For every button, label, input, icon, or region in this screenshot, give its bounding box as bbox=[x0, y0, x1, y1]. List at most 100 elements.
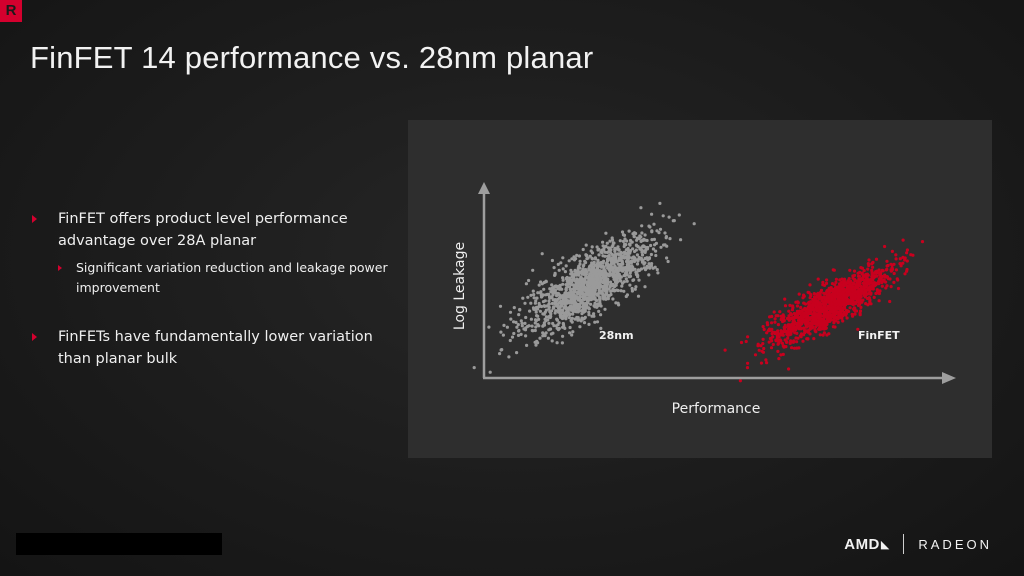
scatter-point-28nm bbox=[640, 250, 644, 254]
scatter-point-28nm bbox=[581, 264, 585, 268]
scatter-point-finfet bbox=[826, 310, 830, 314]
scatter-point-28nm bbox=[525, 343, 529, 347]
scatter-point-28nm bbox=[657, 231, 661, 235]
scatter-point-28nm bbox=[612, 253, 616, 257]
scatter-point-28nm bbox=[587, 313, 591, 317]
scatter-point-finfet bbox=[848, 306, 852, 310]
scatter-point-finfet bbox=[805, 307, 809, 311]
scatter-point-28nm bbox=[539, 280, 543, 284]
scatter-point-28nm bbox=[589, 263, 593, 267]
y-axis-arrow-icon bbox=[478, 182, 490, 194]
scatter-point-finfet bbox=[787, 314, 791, 318]
scatter-point-28nm bbox=[592, 314, 596, 318]
scatter-point-finfet bbox=[851, 295, 855, 299]
scatter-point-28nm bbox=[564, 276, 568, 281]
scatter-point-28nm bbox=[532, 296, 536, 300]
scatter-point-28nm bbox=[560, 287, 564, 291]
scatter-point-28nm bbox=[542, 287, 546, 291]
bullet-item: FinFETs have fundamentally lower variati… bbox=[32, 326, 392, 370]
scatter-point-finfet bbox=[871, 265, 875, 269]
scatter-point-28nm bbox=[647, 273, 651, 277]
scatter-point-28nm bbox=[605, 241, 609, 245]
scatter-point-28nm bbox=[571, 283, 575, 287]
scatter-point-28nm bbox=[524, 282, 528, 286]
scatter-point-28nm bbox=[610, 261, 614, 265]
scatter-point-28nm bbox=[602, 245, 606, 249]
scatter-point-finfet bbox=[799, 305, 803, 310]
scatter-point-28nm bbox=[619, 289, 623, 293]
scatter-point-28nm bbox=[591, 288, 595, 292]
scatter-point-28nm bbox=[516, 333, 521, 337]
scatter-point-28nm bbox=[561, 278, 565, 282]
scatter-point-28nm bbox=[547, 299, 551, 303]
sub-bullet-text: Significant variation reduction and leak… bbox=[76, 260, 388, 295]
scatter-point-28nm bbox=[597, 247, 601, 251]
scatter-point-finfet bbox=[854, 294, 858, 298]
scatter-point-finfet bbox=[803, 302, 808, 306]
scatter-point-finfet bbox=[822, 304, 826, 309]
scatter-point-finfet bbox=[812, 295, 817, 299]
scatter-point-28nm bbox=[557, 268, 561, 272]
scatter-point-finfet bbox=[822, 295, 826, 299]
scatter-point-28nm bbox=[622, 289, 626, 293]
x-axis-label: Performance bbox=[672, 401, 761, 417]
scatter-point-28nm bbox=[647, 256, 652, 260]
page-title: FinFET 14 performance vs. 28nm planar bbox=[30, 40, 594, 75]
scatter-point-finfet bbox=[797, 292, 801, 296]
scatter-point-28nm bbox=[568, 331, 572, 335]
scatter-chart: Performance Log Leakage 28nm FinFET bbox=[452, 182, 956, 417]
scatter-point-finfet bbox=[890, 249, 894, 253]
scatter-point-28nm bbox=[567, 316, 571, 320]
scatter-point-finfet bbox=[837, 298, 841, 303]
scatter-point-28nm bbox=[547, 302, 551, 306]
scatter-point-28nm bbox=[618, 239, 622, 243]
scatter-point-28nm bbox=[634, 285, 638, 289]
scatter-point-finfet bbox=[765, 361, 769, 365]
scatter-point-finfet bbox=[846, 309, 851, 314]
scatter-point-finfet bbox=[822, 301, 826, 305]
scatter-point-28nm bbox=[630, 260, 634, 265]
scatter-point-28nm bbox=[567, 279, 571, 283]
chart-panel: Performance Log Leakage 28nm FinFET bbox=[408, 120, 992, 458]
scatter-point-28nm bbox=[585, 276, 589, 280]
scatter-point-finfet bbox=[774, 314, 778, 318]
scatter-point-finfet bbox=[872, 281, 876, 285]
scatter-point-28nm bbox=[677, 213, 681, 217]
scatter-point-28nm bbox=[577, 306, 581, 310]
scatter-point-finfet bbox=[794, 300, 798, 304]
scatter-point-finfet bbox=[848, 283, 853, 287]
scatter-point-finfet bbox=[864, 285, 868, 289]
scatter-point-finfet bbox=[856, 271, 860, 275]
scatter-point-finfet bbox=[818, 308, 822, 312]
scatter-point-28nm bbox=[589, 269, 593, 273]
scatter-point-finfet bbox=[905, 269, 909, 273]
scatter-point-28nm bbox=[654, 249, 658, 253]
scatter-point-28nm bbox=[641, 244, 645, 248]
scatter-point-28nm bbox=[577, 287, 582, 291]
scatter-point-28nm bbox=[635, 262, 640, 266]
scatter-point-28nm bbox=[531, 289, 535, 293]
scatter-point-finfet bbox=[892, 280, 896, 284]
scatter-point-28nm bbox=[633, 287, 637, 291]
scatter-point-28nm bbox=[652, 222, 656, 226]
scatter-point-finfet bbox=[799, 319, 803, 324]
scatter-point-28nm bbox=[587, 284, 591, 288]
scatter-point-28nm bbox=[575, 315, 579, 320]
scatter-point-28nm bbox=[617, 303, 621, 307]
scatter-point-28nm bbox=[544, 315, 549, 319]
scatter-point-28nm bbox=[577, 281, 581, 285]
scatter-point-28nm bbox=[654, 253, 658, 258]
scatter-point-28nm bbox=[527, 278, 531, 283]
scatter-point-28nm bbox=[532, 293, 536, 297]
scatter-point-28nm bbox=[578, 266, 582, 270]
scatter-point-finfet bbox=[847, 300, 851, 304]
scatter-point-28nm bbox=[635, 258, 639, 262]
scatter-point-finfet bbox=[836, 320, 840, 324]
scatter-point-28nm bbox=[610, 283, 614, 287]
scatter-point-28nm bbox=[650, 238, 654, 242]
scatter-point-finfet bbox=[883, 275, 887, 279]
scatter-point-28nm bbox=[653, 243, 657, 247]
scatter-point-28nm bbox=[621, 233, 625, 237]
scatter-point-finfet bbox=[787, 367, 791, 371]
scatter-point-28nm bbox=[633, 256, 637, 260]
